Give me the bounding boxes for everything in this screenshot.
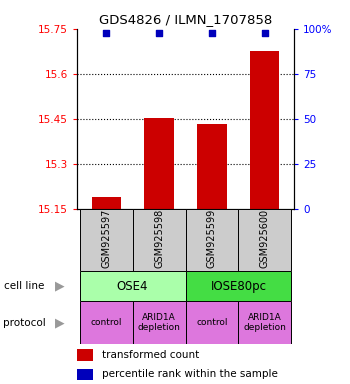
- Bar: [92, 197, 121, 209]
- Text: protocol: protocol: [4, 318, 46, 328]
- Bar: [77, 369, 93, 380]
- Text: transformed count: transformed count: [102, 350, 199, 360]
- Text: control: control: [90, 318, 122, 327]
- Bar: [238, 209, 291, 271]
- Text: GSM925599: GSM925599: [207, 209, 217, 268]
- Text: cell line: cell line: [4, 281, 44, 291]
- Point: [262, 30, 268, 36]
- Point: [156, 30, 162, 36]
- Bar: [80, 209, 133, 271]
- Text: ARID1A
depletion: ARID1A depletion: [138, 313, 181, 332]
- Text: GSM925600: GSM925600: [260, 209, 270, 268]
- Text: GSM925598: GSM925598: [154, 209, 164, 268]
- Bar: [186, 301, 238, 344]
- Text: control: control: [196, 318, 228, 327]
- Bar: [197, 124, 226, 209]
- Text: ARID1A
depletion: ARID1A depletion: [244, 313, 286, 332]
- Text: IOSE80pc: IOSE80pc: [210, 280, 266, 293]
- Bar: [133, 301, 186, 344]
- Text: percentile rank within the sample: percentile rank within the sample: [102, 369, 278, 379]
- Text: OSE4: OSE4: [117, 280, 148, 293]
- Bar: [186, 271, 291, 301]
- Bar: [80, 271, 186, 301]
- Point: [103, 30, 109, 36]
- Bar: [145, 118, 174, 209]
- Bar: [186, 209, 238, 271]
- Bar: [238, 301, 291, 344]
- Text: ▶: ▶: [55, 280, 65, 293]
- Point: [209, 30, 215, 36]
- Title: GDS4826 / ILMN_1707858: GDS4826 / ILMN_1707858: [99, 13, 272, 26]
- Text: ▶: ▶: [55, 316, 65, 329]
- Bar: [133, 209, 186, 271]
- Text: GSM925597: GSM925597: [101, 209, 111, 268]
- Bar: [80, 301, 133, 344]
- Bar: [77, 349, 93, 361]
- Bar: [250, 51, 279, 209]
